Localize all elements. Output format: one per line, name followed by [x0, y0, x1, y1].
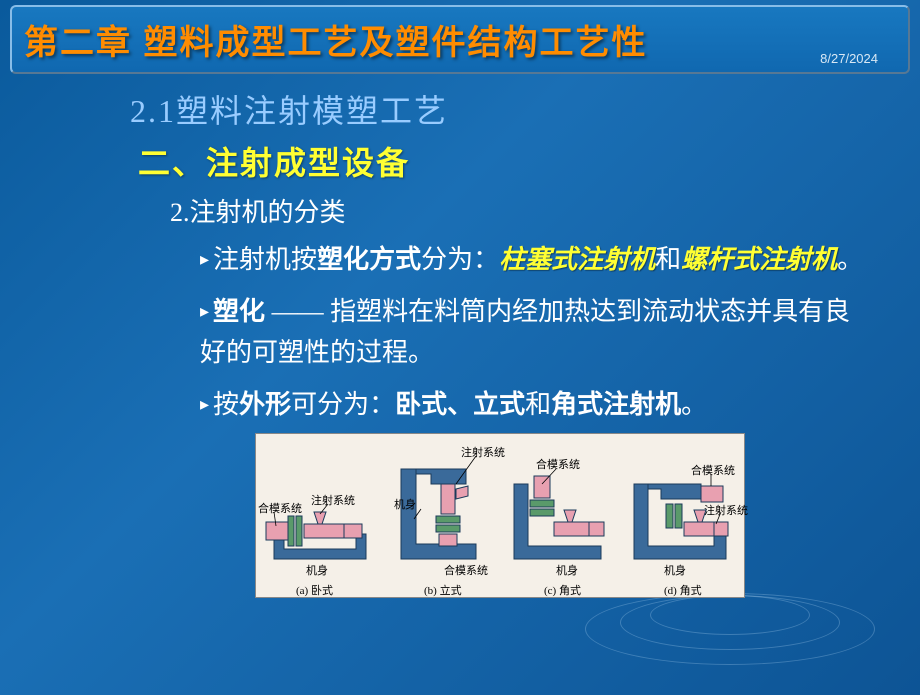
text-frag: 注射机按 [213, 245, 317, 274]
diagram-label: 注射系统 [311, 492, 355, 508]
text-emphasis: 柱塞式注射机 [499, 245, 655, 274]
diagram-label: 机身 [556, 562, 578, 578]
machine-c [514, 476, 604, 559]
sub-heading: 二、注射成型设备 [138, 138, 870, 184]
diagram-caption: (d) 角式 [664, 582, 702, 598]
bullet-item: ▸注射机按塑化方式分为：柱塞式注射机和螺杆式注射机。 [200, 239, 870, 281]
text-frag: 按 [213, 390, 239, 419]
chapter-title: 第二章 塑料成型工艺及塑件结构工艺性 [24, 15, 896, 64]
diagram-label: 机身 [394, 496, 416, 512]
bullet-item: ▸按外形可分为：卧式、立式和角式注射机。 [200, 384, 870, 426]
bullet-arrow-icon: ▸ [200, 245, 209, 274]
diagram-label: 合模系统 [444, 562, 488, 578]
diagram-label: 注射系统 [461, 444, 505, 460]
bullet-item: ▸塑化 —— 指塑料在料筒内经加热达到流动状态并具有良好的可塑性的过程。 [200, 291, 870, 374]
text-frag: 和 [655, 245, 681, 274]
diagram-caption: (b) 立式 [424, 582, 462, 598]
text-frag: —— [265, 297, 330, 326]
diagram-label: 合模系统 [536, 456, 580, 472]
bullet-text: 塑化 —— 指塑料在料筒内经加热达到流动状态并具有良好的可塑性的过程。 [200, 297, 850, 368]
ripple-deco [585, 593, 875, 665]
slide-content: 2.1塑料注射模塑工艺 二、注射成型设备 2.注射机的分类 ▸注射机按塑化方式分… [0, 74, 920, 598]
bullet-text: 注射机按塑化方式分为：柱塞式注射机和螺杆式注射机。 [213, 245, 863, 274]
bullet-text: 按外形可分为：卧式、立式和角式注射机。 [213, 390, 707, 419]
bullet-arrow-icon: ▸ [200, 297, 209, 326]
section-number-title: 2.1塑料注射模塑工艺 [130, 86, 870, 132]
chapter-header: 第二章 塑料成型工艺及塑件结构工艺性 8/27/2024 [10, 5, 910, 74]
text-bold: 卧式、立式 [395, 390, 525, 419]
diagram-label: 合模系统 [258, 500, 302, 516]
text-bold: 外形 [239, 390, 291, 419]
slide-date: 8/27/2024 [820, 51, 878, 66]
machine-a [266, 512, 366, 559]
machine-types-diagram: 注射系统 合模系统 机身 注射系统 机身 合模系统 合模系统 机身 合模系统 注… [255, 433, 745, 598]
text-bold: 塑化 [213, 297, 265, 326]
text-frag: 。 [681, 390, 707, 419]
bullet-arrow-icon: ▸ [200, 390, 209, 419]
text-frag: 分为： [421, 245, 499, 274]
diagram-label: 机身 [664, 562, 686, 578]
text-bold: 塑化方式 [317, 245, 421, 274]
text-bold: 角式注射机 [551, 390, 681, 419]
machine-d [634, 484, 728, 559]
text-emphasis: 螺杆式注射机 [681, 245, 837, 274]
diagram-caption: (c) 角式 [544, 582, 581, 598]
diagram-label: 注射系统 [704, 502, 748, 518]
text-frag: 可分为： [291, 390, 395, 419]
diagram-label: 合模系统 [691, 462, 735, 478]
item-label: 2.注射机的分类 [170, 192, 870, 229]
text-frag: 和 [525, 390, 551, 419]
text-frag: 。 [837, 245, 863, 274]
diagram-caption: (a) 卧式 [296, 582, 333, 598]
diagram-label: 机身 [306, 562, 328, 578]
machine-b [401, 469, 476, 559]
